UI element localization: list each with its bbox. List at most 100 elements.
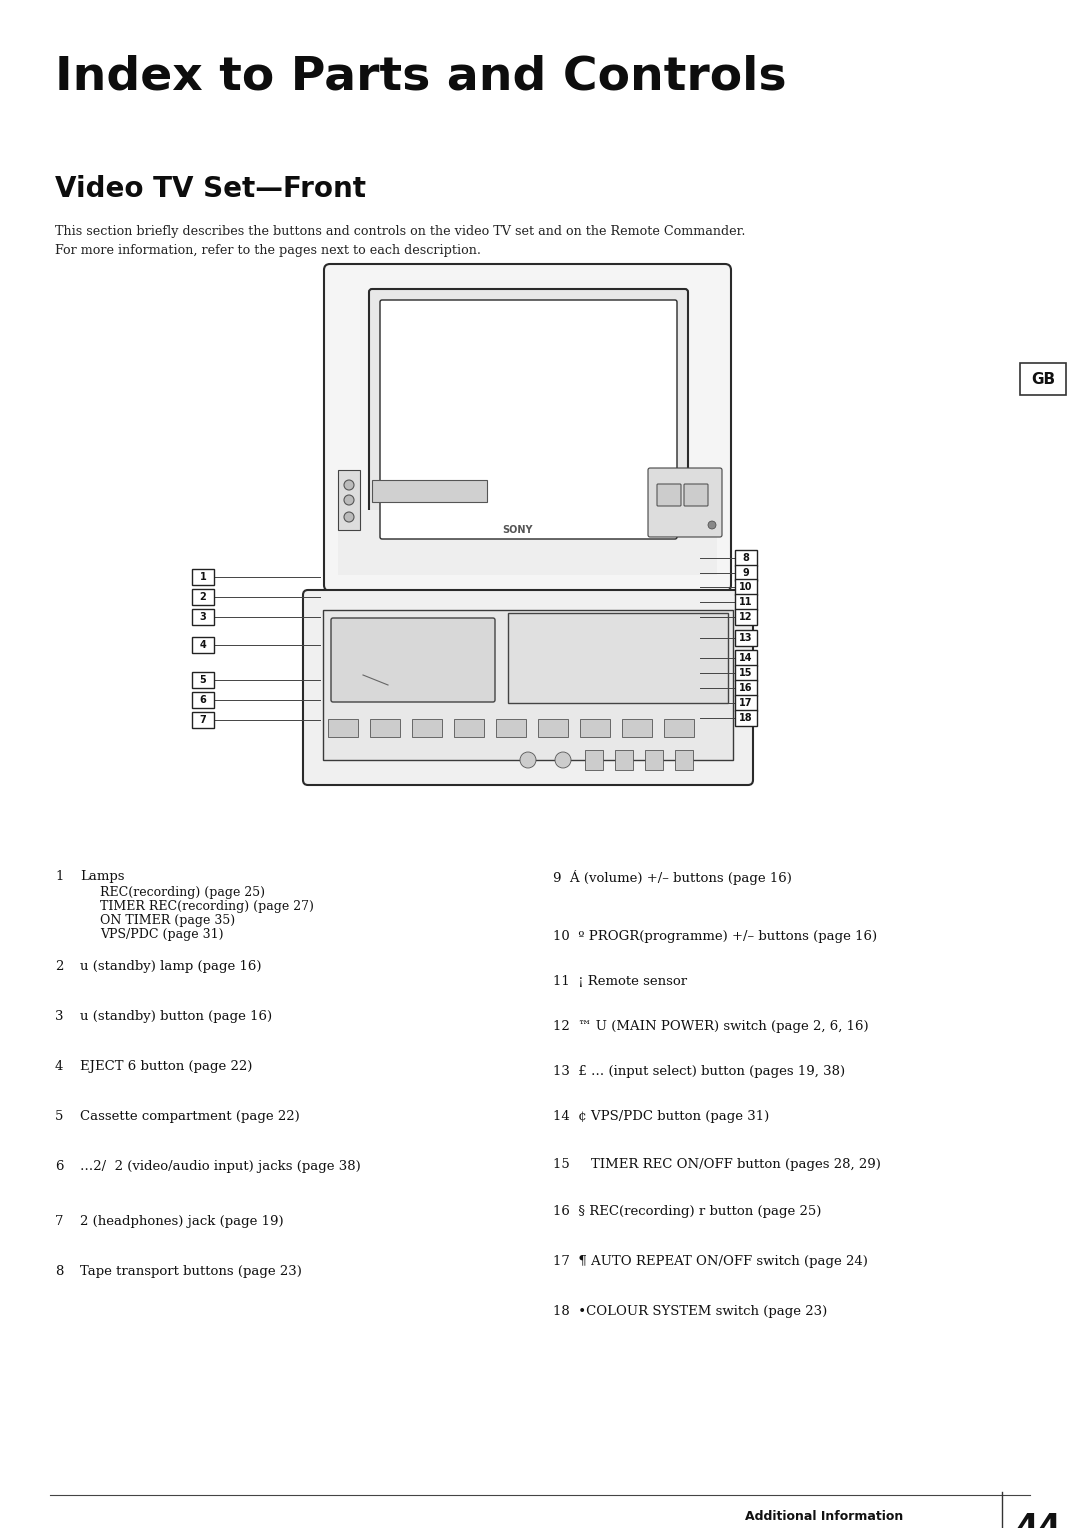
Text: 12: 12 xyxy=(739,613,753,622)
Bar xyxy=(192,692,214,707)
Text: VPS/PDC (page 31): VPS/PDC (page 31) xyxy=(100,927,224,941)
Text: 1: 1 xyxy=(55,869,64,883)
FancyBboxPatch shape xyxy=(657,484,681,506)
FancyBboxPatch shape xyxy=(648,468,723,536)
Text: 15: 15 xyxy=(739,668,753,678)
Bar xyxy=(338,510,717,575)
Text: GB: GB xyxy=(1031,371,1055,387)
Text: Additional Information: Additional Information xyxy=(745,1510,903,1523)
Text: 18  •COLOUR SYSTEM switch (page 23): 18 •COLOUR SYSTEM switch (page 23) xyxy=(553,1305,827,1319)
Text: 13  £ … (input select) button (pages 19, 38): 13 £ … (input select) button (pages 19, … xyxy=(553,1065,846,1077)
Text: 16: 16 xyxy=(739,683,753,694)
Bar xyxy=(735,565,757,581)
Bar xyxy=(192,610,214,625)
Text: TIMER REC(recording) (page 27): TIMER REC(recording) (page 27) xyxy=(100,900,314,914)
Text: 10: 10 xyxy=(739,582,753,591)
Text: 17: 17 xyxy=(739,698,753,707)
Bar xyxy=(496,720,526,736)
Text: 9  Á (volume) +/– buttons (page 16): 9 Á (volume) +/– buttons (page 16) xyxy=(553,869,792,885)
FancyBboxPatch shape xyxy=(303,590,753,785)
Text: 6: 6 xyxy=(200,695,206,704)
Text: 2: 2 xyxy=(55,960,64,973)
Text: u (standby) button (page 16): u (standby) button (page 16) xyxy=(80,1010,272,1024)
Circle shape xyxy=(345,512,354,523)
Bar xyxy=(675,750,693,770)
Bar xyxy=(645,750,663,770)
Bar xyxy=(192,588,214,605)
Text: 14  ¢ VPS/PDC button (page 31): 14 ¢ VPS/PDC button (page 31) xyxy=(553,1109,769,1123)
Circle shape xyxy=(519,752,536,769)
Bar xyxy=(735,610,757,625)
Bar xyxy=(372,480,487,503)
FancyBboxPatch shape xyxy=(330,617,495,701)
Bar xyxy=(323,610,733,759)
Text: 13: 13 xyxy=(739,633,753,643)
Bar xyxy=(192,672,214,688)
Text: 5: 5 xyxy=(55,1109,64,1123)
Bar xyxy=(1020,364,1066,396)
Bar xyxy=(411,720,442,736)
Bar xyxy=(338,471,360,530)
Text: 8: 8 xyxy=(55,1265,64,1277)
Bar xyxy=(508,613,728,703)
Text: 16  § REC(recording) r button (page 25): 16 § REC(recording) r button (page 25) xyxy=(553,1206,822,1218)
Text: 7: 7 xyxy=(200,715,206,724)
Text: 2 (headphones) jack (page 19): 2 (headphones) jack (page 19) xyxy=(80,1215,284,1229)
Text: 10  º PROGR(programme) +/– buttons (page 16): 10 º PROGR(programme) +/– buttons (page … xyxy=(553,931,877,943)
Bar xyxy=(735,630,757,646)
Bar xyxy=(735,665,757,681)
Text: SONY: SONY xyxy=(502,526,532,535)
Circle shape xyxy=(708,521,716,529)
Text: Tape transport buttons (page 23): Tape transport buttons (page 23) xyxy=(80,1265,302,1277)
Bar xyxy=(192,712,214,727)
Bar xyxy=(538,720,568,736)
Bar xyxy=(735,649,757,666)
Bar xyxy=(580,720,610,736)
Bar xyxy=(664,720,694,736)
Text: 8: 8 xyxy=(743,553,750,562)
Text: …2/  2 (video/audio input) jacks (page 38): …2/ 2 (video/audio input) jacks (page 38… xyxy=(80,1160,361,1174)
Bar xyxy=(192,568,214,585)
Bar xyxy=(328,720,357,736)
Text: 9: 9 xyxy=(743,568,750,578)
Text: 3: 3 xyxy=(200,613,206,622)
Text: Index to Parts and Controls: Index to Parts and Controls xyxy=(55,55,786,99)
Bar xyxy=(615,750,633,770)
Circle shape xyxy=(555,752,571,769)
Text: Cassette compartment (page 22): Cassette compartment (page 22) xyxy=(80,1109,300,1123)
Text: u (standby) lamp (page 16): u (standby) lamp (page 16) xyxy=(80,960,261,973)
Text: 4: 4 xyxy=(200,640,206,649)
Text: 4: 4 xyxy=(55,1060,64,1073)
Text: 7: 7 xyxy=(55,1215,64,1229)
Text: 2: 2 xyxy=(200,591,206,602)
FancyBboxPatch shape xyxy=(684,484,708,506)
FancyBboxPatch shape xyxy=(380,299,677,539)
FancyBboxPatch shape xyxy=(324,264,731,591)
Text: Lamps: Lamps xyxy=(80,869,124,883)
Text: 1: 1 xyxy=(200,571,206,582)
Bar xyxy=(735,680,757,695)
Bar xyxy=(735,550,757,565)
Bar xyxy=(585,750,603,770)
Bar xyxy=(735,711,757,726)
Text: REC(recording) (page 25): REC(recording) (page 25) xyxy=(100,886,265,898)
Text: 18: 18 xyxy=(739,714,753,723)
Text: This section briefly describes the buttons and controls on the video TV set and : This section briefly describes the butto… xyxy=(55,225,745,238)
Bar xyxy=(370,720,400,736)
Text: 14: 14 xyxy=(739,652,753,663)
Bar xyxy=(735,579,757,594)
Text: 11  ¡ Remote sensor: 11 ¡ Remote sensor xyxy=(553,975,687,989)
Bar xyxy=(735,594,757,610)
Text: 17  ¶ AUTO REPEAT ON/OFF switch (page 24): 17 ¶ AUTO REPEAT ON/OFF switch (page 24) xyxy=(553,1254,868,1268)
Circle shape xyxy=(345,495,354,504)
Text: 5: 5 xyxy=(200,675,206,685)
FancyBboxPatch shape xyxy=(369,289,688,550)
Text: EJECT 6 button (page 22): EJECT 6 button (page 22) xyxy=(80,1060,253,1073)
Text: 44: 44 xyxy=(1016,1513,1063,1528)
Text: 6: 6 xyxy=(55,1160,64,1174)
Bar xyxy=(735,695,757,711)
Text: Video TV Set—Front: Video TV Set—Front xyxy=(55,176,366,203)
Text: 15     TIMER REC ON/OFF button (pages 28, 29): 15 TIMER REC ON/OFF button (pages 28, 29… xyxy=(553,1158,881,1170)
Text: ON TIMER (page 35): ON TIMER (page 35) xyxy=(100,914,235,927)
Bar xyxy=(622,720,652,736)
